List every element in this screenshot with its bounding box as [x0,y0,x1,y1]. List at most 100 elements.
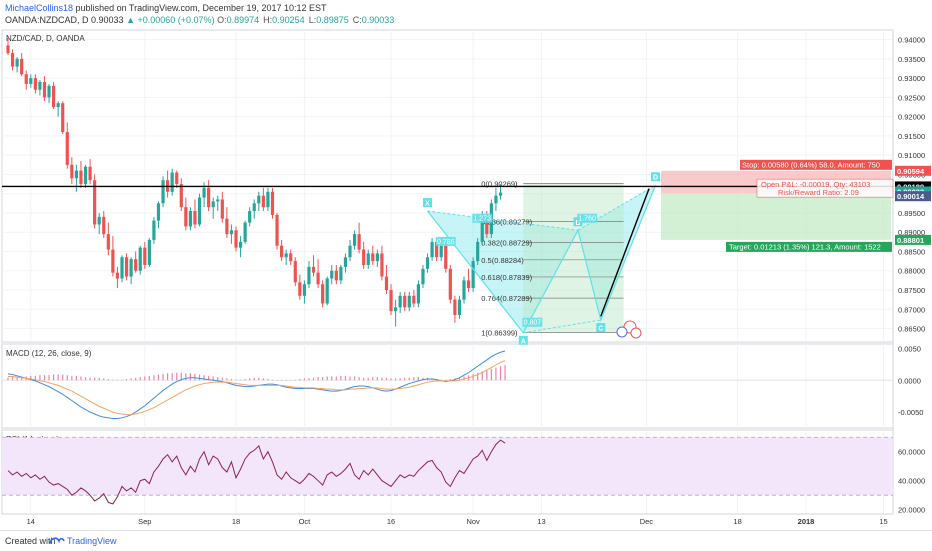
macd-histogram-bar [385,377,388,381]
fib-level-label: 0.382(0.88729) [481,239,532,248]
candle-body [480,214,484,242]
macd-histogram-bar [103,378,105,381]
stop-label: Stop: 0.00580 (0.64%) 58.0, Amount: 750 [742,160,880,169]
risk-reward-label: Risk/Reward Ratio: 2.09 [778,188,859,197]
macd-histogram-bar [413,377,415,381]
created-with-label: Created with [5,536,56,546]
change-value: ▲ +0.00060 (+0.07%) [126,15,215,25]
macd-histogram-bar [481,371,483,381]
harmonic-point-badge [423,198,433,208]
candle-body [156,203,161,221]
macd-histogram-bar [11,377,14,381]
candle-body [33,78,37,90]
author-link[interactable]: MichaelCollins18 [5,3,74,13]
macd-histogram-bar [39,375,41,381]
price-chart[interactable]: NZD/CAD, D, OANDA MACD (12, 26, close, 9)… [0,0,932,530]
macd-histogram-bar [66,375,68,381]
macd-histogram-bar [98,377,100,381]
high-value: 0.90254 [272,15,305,25]
fib-level-label: 0(0.90269) [481,179,518,188]
candle-body [384,276,389,290]
candle-body [115,272,120,279]
candle-body [56,103,60,108]
harmonic-point-label: X [425,201,430,208]
candle-body [366,253,370,265]
candle-body [375,253,379,262]
candle-body [453,299,457,316]
candle-body [325,278,329,304]
macd-histogram-bar [249,378,251,381]
macd-histogram-bar [94,377,96,381]
event-icon[interactable] [616,326,628,338]
candle-body [457,299,462,316]
macd-histogram-bar [230,379,233,381]
harmonic-ratio-label: 0.807 [524,320,542,327]
candle-body [184,207,188,227]
candle-body [380,253,384,277]
brand-name[interactable]: TradingView [67,536,117,546]
macd-histogram-bar [16,377,18,381]
price-tick-label: 0.87000 [898,305,925,314]
macd-histogram-bar [244,379,246,381]
harmonic-point-label: B [575,220,580,227]
candle-body [243,222,247,242]
macd-histogram-bar [148,375,150,381]
macd-histogram-bar [331,376,333,381]
tradingview-logo-icon[interactable] [48,534,118,548]
candle-body [225,218,229,235]
candle-body [316,272,320,285]
macd-histogram-bar [344,375,347,381]
candle-body [207,187,211,208]
macd-histogram-bar [417,377,419,381]
time-tick-label: 2018 [798,517,815,526]
candle-body [138,247,142,271]
candle-body [74,170,78,179]
macd-histogram-bar [21,376,23,381]
macd-histogram-bar [495,367,497,381]
candle-body [498,192,503,196]
harmonic-diagonal [427,210,579,231]
macd-histogram-bar [43,375,46,381]
price-tick-label: 0.93500 [898,55,925,64]
candle-body [238,241,243,248]
candle-body [10,53,15,67]
macd-histogram-bar [235,379,237,381]
candle-body [179,184,183,208]
candle-body [334,270,338,281]
price-tick-label: 0.89000 [898,228,925,237]
fib-level-label: 0.764(0.87289) [481,294,532,303]
macd-histogram-bar [390,378,392,381]
macd-histogram-bar [303,378,305,381]
macd-histogram-bar [486,370,488,381]
candle-body [197,197,202,225]
candle-body [298,282,302,296]
macd-histogram-bar [340,375,342,381]
candle-body [129,259,133,277]
macd-histogram-bar [53,374,55,381]
candle-body [42,82,47,98]
macd-histogram-bar [458,377,461,381]
macd-histogram-bar [144,376,146,381]
event-icon[interactable] [630,327,642,339]
candle-body [444,245,448,269]
candle-body [70,164,74,179]
macd-histogram-bar [326,376,328,381]
candle-body [88,166,92,181]
candle-body [371,253,375,262]
pnl-label-box [756,178,894,198]
harmonic-xab [427,211,578,333]
macd-histogram-bar [372,377,374,381]
macd-histogram-bar [285,380,287,381]
macd-histogram-bar [107,379,109,381]
price-tick-label: 0.89500 [898,209,925,218]
macd-histogram-bar [221,377,223,381]
fib-level-label: 1(0.86399) [481,328,518,337]
price-tick-label: 0.94000 [898,36,925,45]
macd-histogram-bar [299,379,301,381]
entry-price-flag-box [895,191,931,202]
candle-body [15,58,19,67]
candle-body [284,253,288,258]
rsi-tick-label: 60.0000 [898,448,925,457]
candle-body [6,45,10,54]
candles [6,37,503,327]
